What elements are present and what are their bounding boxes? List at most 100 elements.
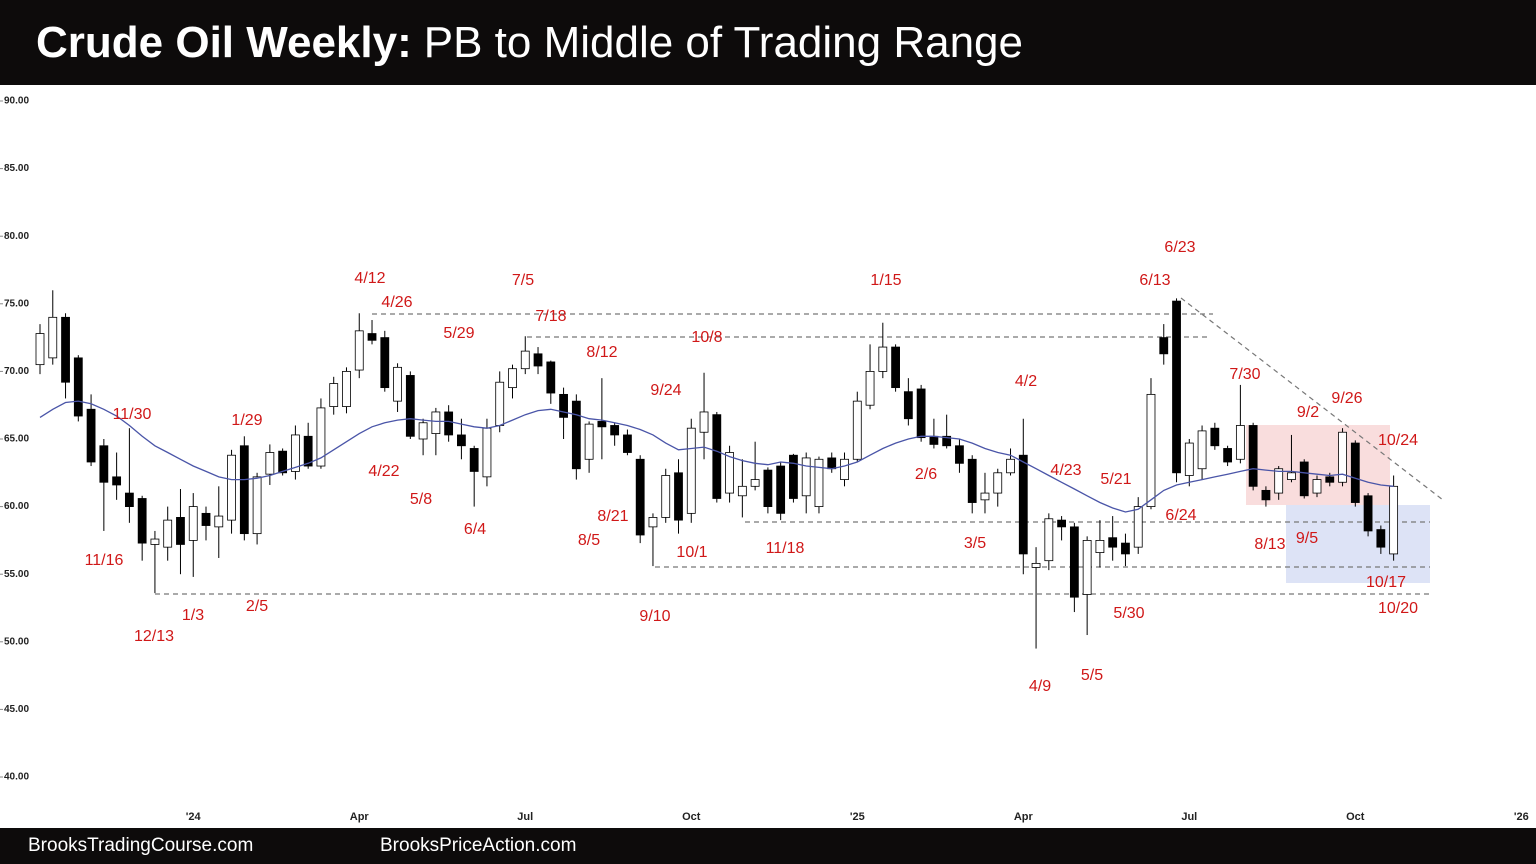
y-tick-label: 50.00 <box>4 636 29 647</box>
annotation: 9/24 <box>650 382 681 399</box>
candle-body <box>955 445 964 464</box>
candle-body <box>444 411 454 436</box>
candle-body <box>1197 430 1207 470</box>
candle-body <box>1274 468 1284 494</box>
annotation: 7/5 <box>512 272 534 289</box>
candle-body <box>1325 476 1335 483</box>
annotation: 4/12 <box>354 270 385 287</box>
candle-body <box>1223 448 1233 463</box>
x-tick-label: Jul <box>1181 811 1197 823</box>
candle-body <box>1363 495 1373 532</box>
y-tick-label: 75.00 <box>4 298 29 309</box>
candle-body <box>112 476 122 486</box>
candle-body <box>1095 540 1105 553</box>
candle-body <box>431 411 441 434</box>
candle-body <box>942 435 952 447</box>
annotation: 4/26 <box>381 294 412 311</box>
annotation: 8/21 <box>597 508 628 525</box>
levels <box>155 297 1444 595</box>
annotation: 10/1 <box>676 544 707 561</box>
candle-body <box>1133 506 1143 548</box>
annotation: 10/8 <box>691 329 722 346</box>
y-tick-label: 40.00 <box>4 772 29 783</box>
candle-body <box>929 435 939 445</box>
candle-body <box>533 353 543 367</box>
candle-body <box>1172 300 1181 474</box>
candle-body <box>686 427 696 514</box>
y-tick-label: 80.00 <box>4 231 29 242</box>
candle-body <box>814 458 824 507</box>
candle-body <box>303 435 313 467</box>
candle-body <box>1031 562 1041 568</box>
moving-average <box>39 400 1394 513</box>
annotation: 1/3 <box>182 607 204 624</box>
candle-body <box>571 400 581 470</box>
footer-right: BrooksPriceAction.com <box>380 835 576 856</box>
candle-body <box>878 346 888 372</box>
annotation: 9/10 <box>639 608 670 625</box>
x-tick-label: Apr <box>1014 811 1034 823</box>
candle-body <box>457 434 466 447</box>
candle-body <box>99 445 109 483</box>
candle-body <box>801 457 811 497</box>
x-tick-label: '25 <box>850 811 865 823</box>
x-tick-label: '24 <box>186 811 202 823</box>
annotation: 4/2 <box>1015 373 1037 390</box>
candle-body <box>124 492 134 507</box>
x-tick-label: '26 <box>1514 811 1529 823</box>
candle-body <box>623 434 632 453</box>
annotation: 7/18 <box>535 308 566 325</box>
candle-body <box>903 391 913 420</box>
annotation: 8/13 <box>1254 536 1285 553</box>
annotation: 10/17 <box>1366 574 1406 591</box>
x-tick-label: Apr <box>350 811 370 823</box>
candle-body <box>712 414 722 499</box>
candle-body <box>750 479 760 487</box>
annotation: 1/29 <box>231 412 262 429</box>
x-tick-label: Oct <box>1346 811 1365 823</box>
footer-left: BrooksTradingCourse.com <box>28 835 253 856</box>
candle-body <box>150 538 160 545</box>
candle-body <box>584 423 594 460</box>
candle-body <box>265 452 275 475</box>
x-tick-label: Oct <box>682 811 701 823</box>
annotation: 2/6 <box>915 466 937 483</box>
candle-body <box>61 316 70 383</box>
annotation: 9/26 <box>1331 390 1362 407</box>
annotation: 3/5 <box>964 535 986 552</box>
candle-body <box>188 506 198 541</box>
candle-body <box>1350 442 1360 503</box>
candle-body <box>1108 537 1118 548</box>
annotation: 9/5 <box>1296 530 1318 547</box>
candle-body <box>1069 526 1079 598</box>
candle-body <box>35 333 45 366</box>
candle-body <box>418 422 428 440</box>
candle-body <box>176 517 185 545</box>
candle-body <box>661 475 671 518</box>
annotation: 11/30 <box>113 406 152 423</box>
annotation: 2/5 <box>246 598 268 615</box>
candle-body <box>789 454 798 499</box>
candle-body <box>469 448 479 472</box>
candle-body <box>367 333 377 341</box>
candle-body <box>1248 425 1258 487</box>
candle-body <box>1082 540 1092 595</box>
candle-body <box>482 427 492 478</box>
trend-line <box>1180 297 1444 501</box>
annotation: 11/18 <box>766 540 805 557</box>
annotation: 1/15 <box>870 272 901 289</box>
annotation: 8/5 <box>578 532 600 549</box>
candle-body <box>316 407 326 467</box>
candle-body <box>1057 519 1066 528</box>
candle-body <box>776 465 786 514</box>
candle-body <box>597 421 607 428</box>
candle-body <box>290 434 300 472</box>
candle-body <box>916 388 926 439</box>
candle-body <box>674 472 683 521</box>
candle-body <box>852 400 862 460</box>
annotation: 8/12 <box>586 344 617 361</box>
candle-body <box>1159 337 1169 355</box>
candle-body <box>635 458 645 536</box>
candle-body <box>993 472 1003 494</box>
